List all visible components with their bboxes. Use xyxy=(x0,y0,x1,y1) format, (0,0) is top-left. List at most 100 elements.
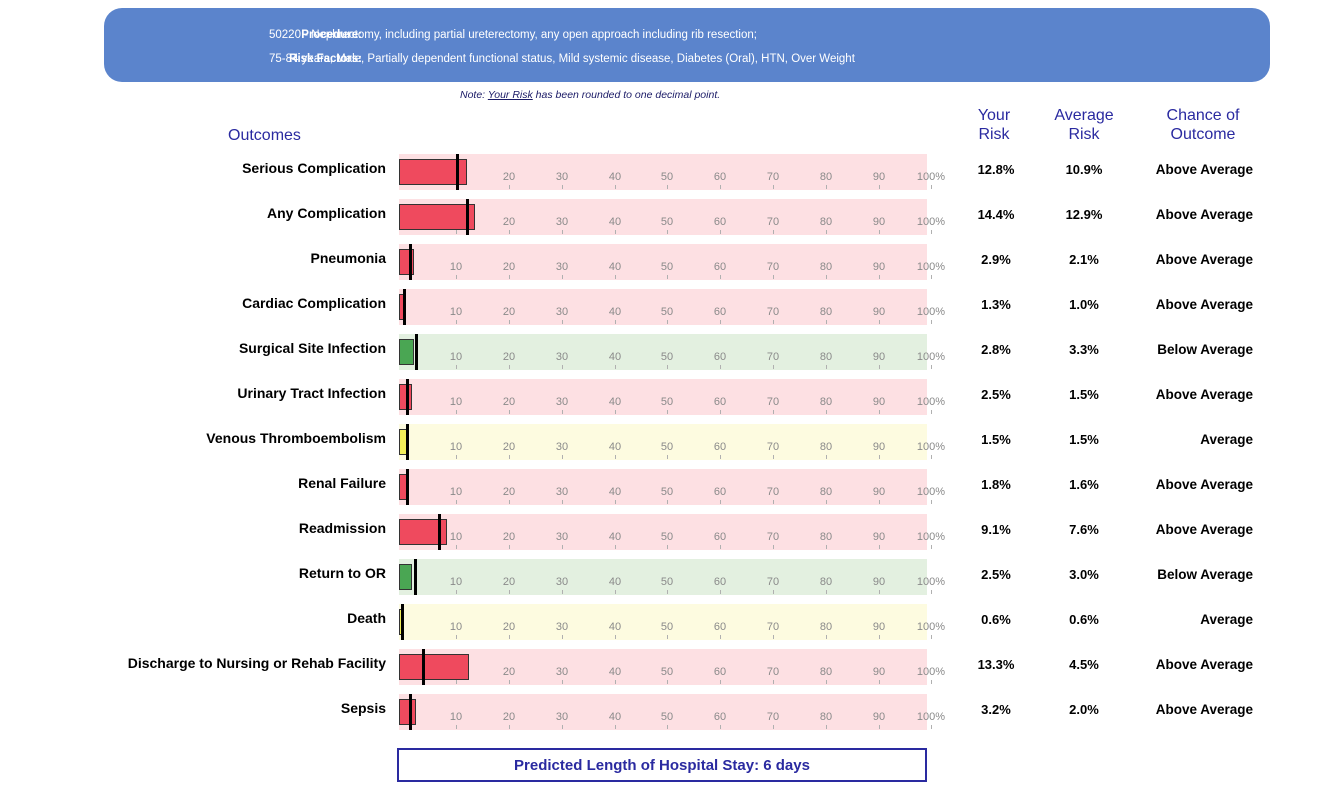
tick-mark xyxy=(931,185,932,189)
tick-label: 50 xyxy=(660,351,674,363)
tick-mark xyxy=(509,635,510,639)
tick-label: 30 xyxy=(555,216,569,228)
tick-mark xyxy=(615,500,616,504)
tick-mark xyxy=(456,365,457,369)
your-risk-column-header: Your Risk xyxy=(977,107,1011,143)
tick-mark xyxy=(720,680,721,684)
tick-mark xyxy=(615,230,616,234)
your-risk-value: 2.8% xyxy=(981,342,1011,357)
risk-track: 10 20 30 40 50 60 70 80 90 100% xyxy=(399,469,945,505)
tick-mark xyxy=(456,635,457,639)
tick-label: 20 xyxy=(502,531,516,543)
tick-label: 80 xyxy=(819,306,833,318)
tick-mark xyxy=(826,500,827,504)
tick-mark xyxy=(456,455,457,459)
tick-label: 70 xyxy=(766,396,780,408)
tick-label: 80 xyxy=(819,711,833,723)
outcome-label: Any Complication xyxy=(266,205,386,221)
tick-mark xyxy=(720,590,721,594)
tick-mark xyxy=(562,590,563,594)
tick-label: 30 xyxy=(555,531,569,543)
tick-label: 40 xyxy=(608,261,622,273)
tick-mark xyxy=(879,545,880,549)
tick-label: 70 xyxy=(766,441,780,453)
chance-of-outcome: Above Average xyxy=(1155,207,1253,222)
tick-mark xyxy=(720,320,721,324)
your-risk-value: 2.9% xyxy=(981,252,1011,267)
tick-label: 90 xyxy=(872,621,886,633)
tick-mark xyxy=(773,230,774,234)
tick-mark xyxy=(456,500,457,504)
tick-mark xyxy=(826,185,827,189)
tick-mark xyxy=(879,590,880,594)
tick-label: 10 xyxy=(449,621,463,633)
tick-mark xyxy=(667,275,668,279)
average-risk-marker xyxy=(409,244,413,280)
tick-label: 70 xyxy=(766,306,780,318)
tick-mark xyxy=(826,230,827,234)
risk-factors-value: 75-84 years, Male, Partially dependent f… xyxy=(269,53,855,65)
risk-factors-label: Risk Factors: xyxy=(289,53,362,65)
tick-mark xyxy=(615,455,616,459)
tick-label: 80 xyxy=(819,576,833,588)
tick-label: 20 xyxy=(502,261,516,273)
risk-track: 10 20 30 40 50 60 70 80 90 100% xyxy=(399,424,945,460)
outcome-label: Surgical Site Infection xyxy=(238,340,386,356)
tick-label: 50 xyxy=(660,441,674,453)
tick-label: 90 xyxy=(872,261,886,273)
tick-mark xyxy=(826,635,827,639)
tick-label: 30 xyxy=(555,171,569,183)
tick-mark xyxy=(720,500,721,504)
tick-label: 90 xyxy=(872,351,886,363)
tick-mark xyxy=(509,590,510,594)
outcome-label: Renal Failure xyxy=(298,475,386,491)
risk-track: 10 20 30 40 50 60 70 80 90 100% xyxy=(399,694,945,730)
tick-label: 70 xyxy=(766,216,780,228)
tick-label: 100% xyxy=(916,261,946,273)
tick-mark xyxy=(720,410,721,414)
tick-mark xyxy=(720,545,721,549)
tick-label: 90 xyxy=(872,576,886,588)
average-risk-marker xyxy=(455,154,459,190)
tick-mark xyxy=(667,680,668,684)
chance-of-outcome: Below Average xyxy=(1157,342,1253,357)
average-risk-value: 2.0% xyxy=(1069,702,1099,717)
your-risk-link[interactable]: Your Risk xyxy=(487,89,533,101)
tick-mark xyxy=(509,275,510,279)
tick-label: 10 xyxy=(449,441,463,453)
tick-mark xyxy=(931,590,932,594)
tick-label: 80 xyxy=(819,216,833,228)
tick-mark xyxy=(562,275,563,279)
your-risk-value: 0.6% xyxy=(981,612,1011,627)
tick-mark xyxy=(456,725,457,729)
tick-label: 10 xyxy=(449,486,463,498)
tick-mark xyxy=(562,410,563,414)
tick-label: 80 xyxy=(819,441,833,453)
tick-mark xyxy=(931,635,932,639)
tick-mark xyxy=(562,500,563,504)
average-risk-value: 3.3% xyxy=(1069,342,1099,357)
tick-mark xyxy=(667,500,668,504)
your-risk-value: 13.3% xyxy=(977,657,1015,672)
tick-mark xyxy=(456,320,457,324)
tick-label: 70 xyxy=(766,711,780,723)
tick-label: 50 xyxy=(660,486,674,498)
tick-mark xyxy=(615,410,616,414)
tick-mark xyxy=(720,275,721,279)
average-risk-marker xyxy=(405,379,409,415)
tick-mark xyxy=(456,545,457,549)
note-prefix: Note: xyxy=(460,89,488,101)
average-risk-marker xyxy=(421,649,425,685)
chance-of-outcome: Above Average xyxy=(1155,702,1253,717)
tick-label: 70 xyxy=(766,171,780,183)
tick-mark xyxy=(509,455,510,459)
tick-label: 70 xyxy=(766,351,780,363)
tick-mark xyxy=(509,365,510,369)
tick-mark xyxy=(879,725,880,729)
average-risk-value: 12.9% xyxy=(1065,207,1103,222)
tick-label: 80 xyxy=(819,531,833,543)
tick-label: 40 xyxy=(608,216,622,228)
chance-of-outcome: Average xyxy=(1200,432,1253,447)
tick-label: 40 xyxy=(608,396,622,408)
outcome-label: Discharge to Nursing or Rehab Facility xyxy=(127,655,386,671)
